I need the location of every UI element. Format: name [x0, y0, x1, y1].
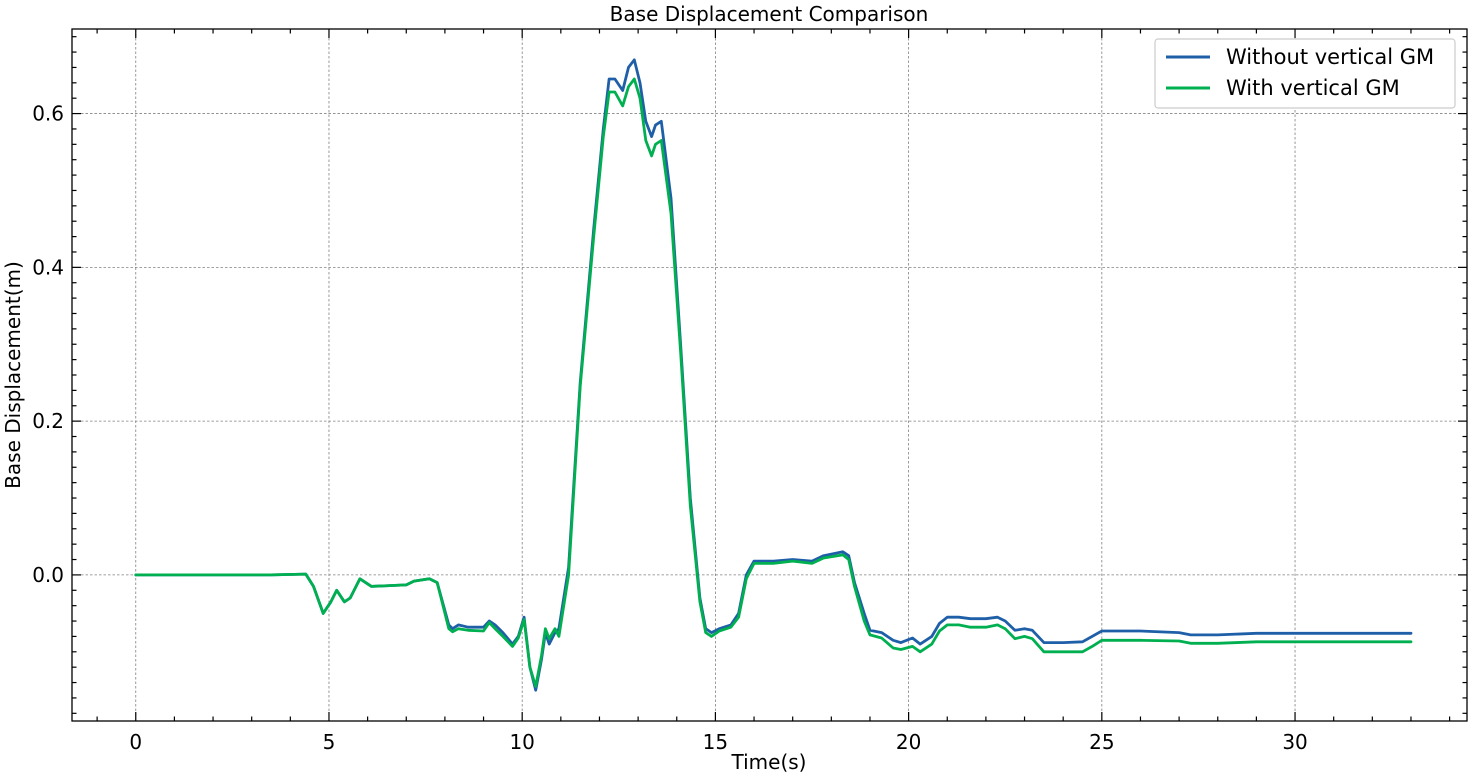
x-tick-label: 25	[1089, 730, 1114, 754]
x-tick-label: 0	[129, 730, 142, 754]
x-tick-label: 20	[896, 730, 921, 754]
y-tick-label: 0.6	[32, 102, 64, 126]
x-tick-label: 10	[509, 730, 534, 754]
series-lines	[134, 58, 1413, 692]
chart-title: Base Displacement Comparison	[610, 2, 929, 26]
axis-ticks: 0 5 10 15 20 25 30 0.0 0.2 0.4 0.6	[32, 29, 1467, 754]
x-tick-label: 5	[323, 730, 336, 754]
x-axis-label: Time(s)	[731, 750, 807, 774]
y-tick-label: 0.4	[32, 255, 64, 279]
x-tick-label: 15	[703, 730, 728, 754]
y-tick-label: 0.2	[32, 409, 64, 433]
plot-frame	[71, 28, 1468, 722]
legend-label-with-vertical-gm: With vertical GM	[1226, 76, 1400, 100]
grid-lines	[72, 29, 1467, 721]
y-tick-label: 0.0	[32, 563, 64, 587]
series-line-with-vertical-gm	[134, 77, 1413, 688]
y-axis-label: Base Displacement(m)	[1, 261, 25, 489]
series-line-without-vertical-gm	[134, 58, 1413, 692]
legend-label-without-vertical-gm: Without vertical GM	[1226, 45, 1434, 69]
legend-box	[1154, 38, 1456, 109]
x-tick-label: 30	[1282, 730, 1307, 754]
legend: Without vertical GM With vertical GM	[1154, 38, 1456, 109]
